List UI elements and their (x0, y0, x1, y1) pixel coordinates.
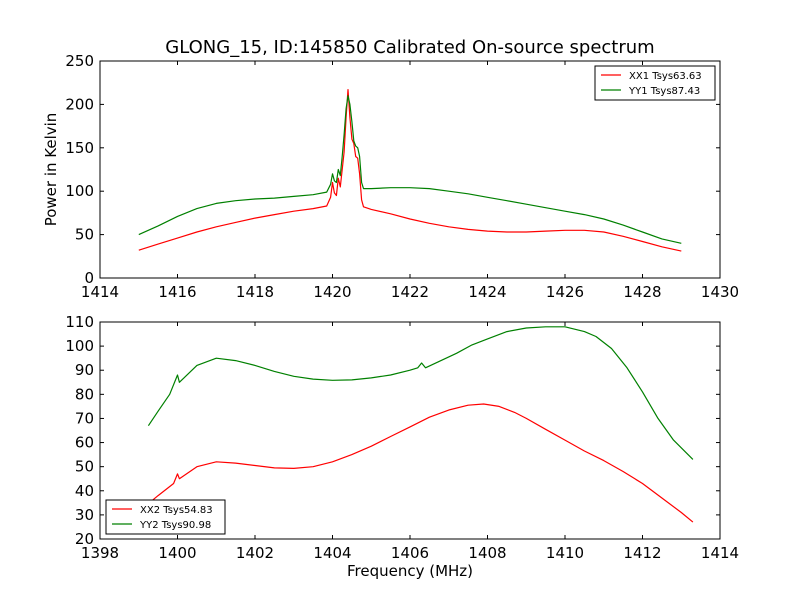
top-legend-label: YY1 Tsys87.43 (628, 86, 700, 97)
top-legend-box (594, 65, 716, 101)
bottom-legend-box (105, 499, 226, 535)
top-x-tick-label: 1430 (701, 283, 739, 301)
bottom-x-tick-label: 1412 (623, 544, 661, 562)
top-legend: XX1 Tsys63.63 YY1 Tsys87.43 (594, 65, 716, 101)
top-x-tick-label: 1428 (623, 283, 661, 301)
bottom-y-tick-label: 40 (75, 482, 94, 500)
bottom-y-tick-label: 70 (75, 409, 94, 427)
top-x-tick-label: 1416 (158, 283, 196, 301)
top-x-tick-label: 1414 (81, 283, 119, 301)
top-y-axis-label: Power in Kelvin (42, 113, 60, 227)
bottom-x-tick-label: 1414 (701, 544, 739, 562)
bottom-y-tick-label: 50 (75, 458, 94, 476)
bottom-y-tick-label: 110 (65, 313, 94, 331)
bottom-series-group (146, 326, 694, 523)
top-y-tick-label: 0 (84, 269, 94, 287)
top-y-tick-label: 50 (75, 226, 94, 244)
bottom-legend-label: YY2 Tsys90.98 (139, 520, 211, 531)
bottom-x-tick-label: 1400 (158, 544, 196, 562)
bottom-x-tick-label: 1410 (546, 544, 584, 562)
bottom-y-tick-label: 60 (75, 434, 94, 452)
top-panel: 1414 1416 1418 1420 1422 1424 1426 1428 1430 0 50 1… (42, 52, 739, 301)
bottom-y-tick-label: 30 (75, 506, 94, 524)
bottom-x-axis-label: Frequency (MHz) (347, 562, 473, 580)
bottom-panel: 1398 1400 1402 1404 1406 1408 1410 1412 1414 20 30… (65, 313, 739, 580)
top-series-line-2 (138, 95, 682, 244)
top-x-tick-label: 1424 (468, 283, 506, 301)
bottom-series-line-1 (146, 403, 694, 523)
top-x-tick-label: 1420 (313, 283, 351, 301)
top-x-tick-label: 1422 (391, 283, 429, 301)
top-y-tick-label: 100 (65, 182, 94, 200)
top-series-group (138, 88, 682, 252)
bottom-y-tick-label: 90 (75, 361, 94, 379)
bottom-series-line-2 (147, 326, 694, 460)
bottom-y-tick-label: 100 (65, 337, 94, 355)
bottom-x-tick-label: 1404 (313, 544, 351, 562)
top-x-tick-label: 1426 (546, 283, 584, 301)
chart-title: GLONG_15, ID:145850 Calibrated On-source… (165, 37, 654, 58)
top-y-tick-label: 200 (65, 95, 94, 113)
bottom-legend-label: XX2 Tsys54.83 (140, 505, 213, 516)
bottom-legend: XX2 Tsys54.83 YY2 Tsys90.98 (105, 499, 226, 535)
bottom-x-tick-label: 1398 (81, 544, 119, 562)
bottom-x-tick-label: 1408 (468, 544, 506, 562)
top-y-tick-label: 150 (65, 139, 94, 157)
bottom-y-tick-label: 80 (75, 385, 94, 403)
bottom-x-tick-label: 1402 (236, 544, 274, 562)
bottom-y-tick-label: 20 (75, 530, 94, 548)
top-y-tick-label: 250 (65, 52, 94, 70)
top-x-tick-label: 1418 (236, 283, 274, 301)
bottom-x-tick-label: 1406 (391, 544, 429, 562)
top-series-line-1 (138, 88, 682, 252)
top-legend-label: XX1 Tsys63.63 (629, 71, 702, 82)
